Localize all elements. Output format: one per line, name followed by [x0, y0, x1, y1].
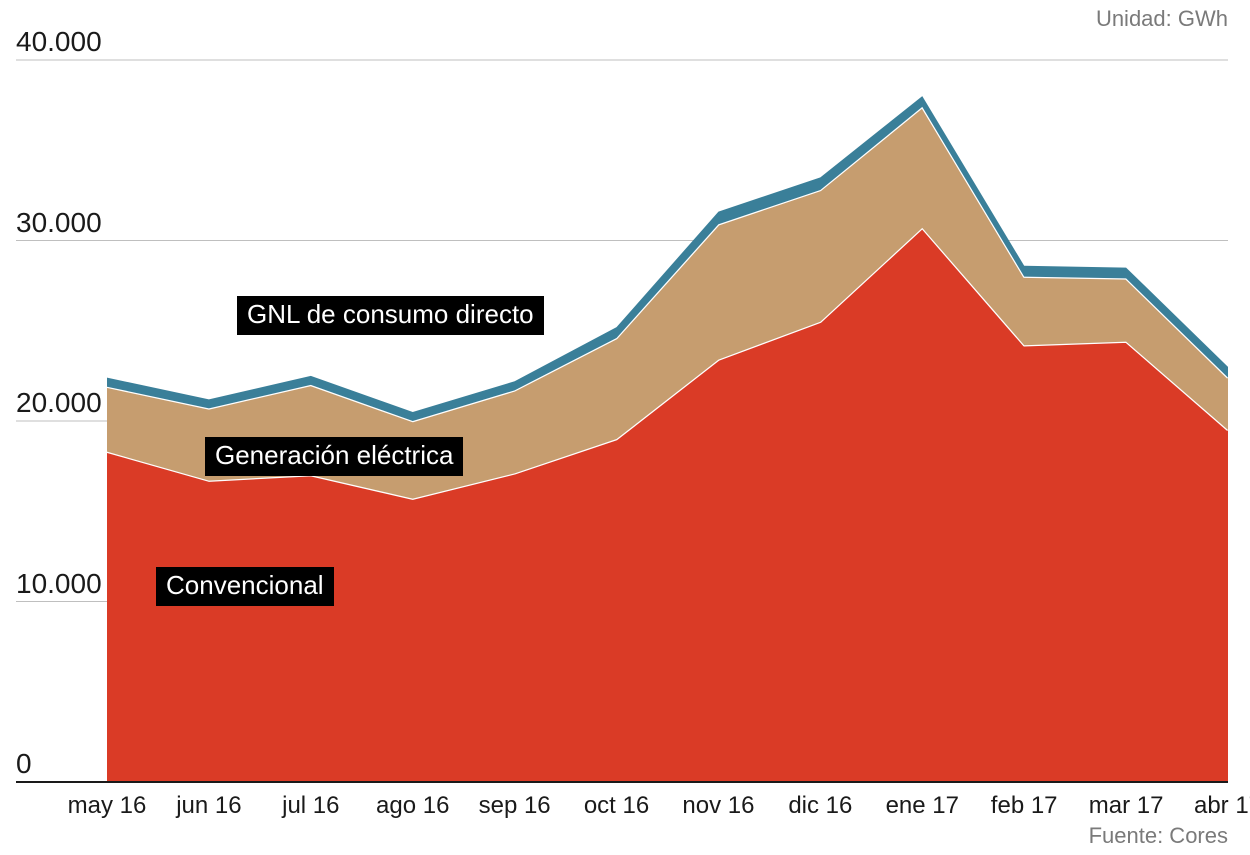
y-tick-label: 40.000 — [16, 26, 102, 58]
x-tick-label: sep 16 — [479, 792, 551, 820]
chart-svg — [0, 0, 1250, 855]
source-label: Fuente: Cores — [1089, 823, 1228, 849]
x-tick-label: nov 16 — [682, 792, 754, 820]
x-tick-label: jun 16 — [176, 792, 241, 820]
x-tick-label: mar 17 — [1089, 792, 1164, 820]
x-tick-label: abr 17 — [1194, 792, 1250, 820]
unit-label: Unidad: GWh — [1096, 6, 1228, 32]
series-label-generacion_electrica: Generación eléctrica — [205, 437, 463, 476]
series-label-gnl_consumo_directo: GNL de consumo directo — [237, 296, 544, 335]
y-tick-label: 0 — [16, 748, 32, 780]
x-tick-label: jul 16 — [282, 792, 339, 820]
area-chart: Unidad: GWh 0 10.000 20.000 30.000 40.000 may… — [0, 0, 1250, 855]
series-label-convencional: Convencional — [156, 567, 334, 606]
x-tick-label: dic 16 — [788, 792, 852, 820]
x-tick-label: may 16 — [68, 792, 147, 820]
y-tick-label: 10.000 — [16, 568, 102, 600]
x-tick-label: ago 16 — [376, 792, 449, 820]
x-tick-label: oct 16 — [584, 792, 649, 820]
y-tick-label: 20.000 — [16, 387, 102, 419]
x-tick-label: ene 17 — [886, 792, 959, 820]
x-tick-label: feb 17 — [991, 792, 1058, 820]
y-tick-label: 30.000 — [16, 207, 102, 239]
